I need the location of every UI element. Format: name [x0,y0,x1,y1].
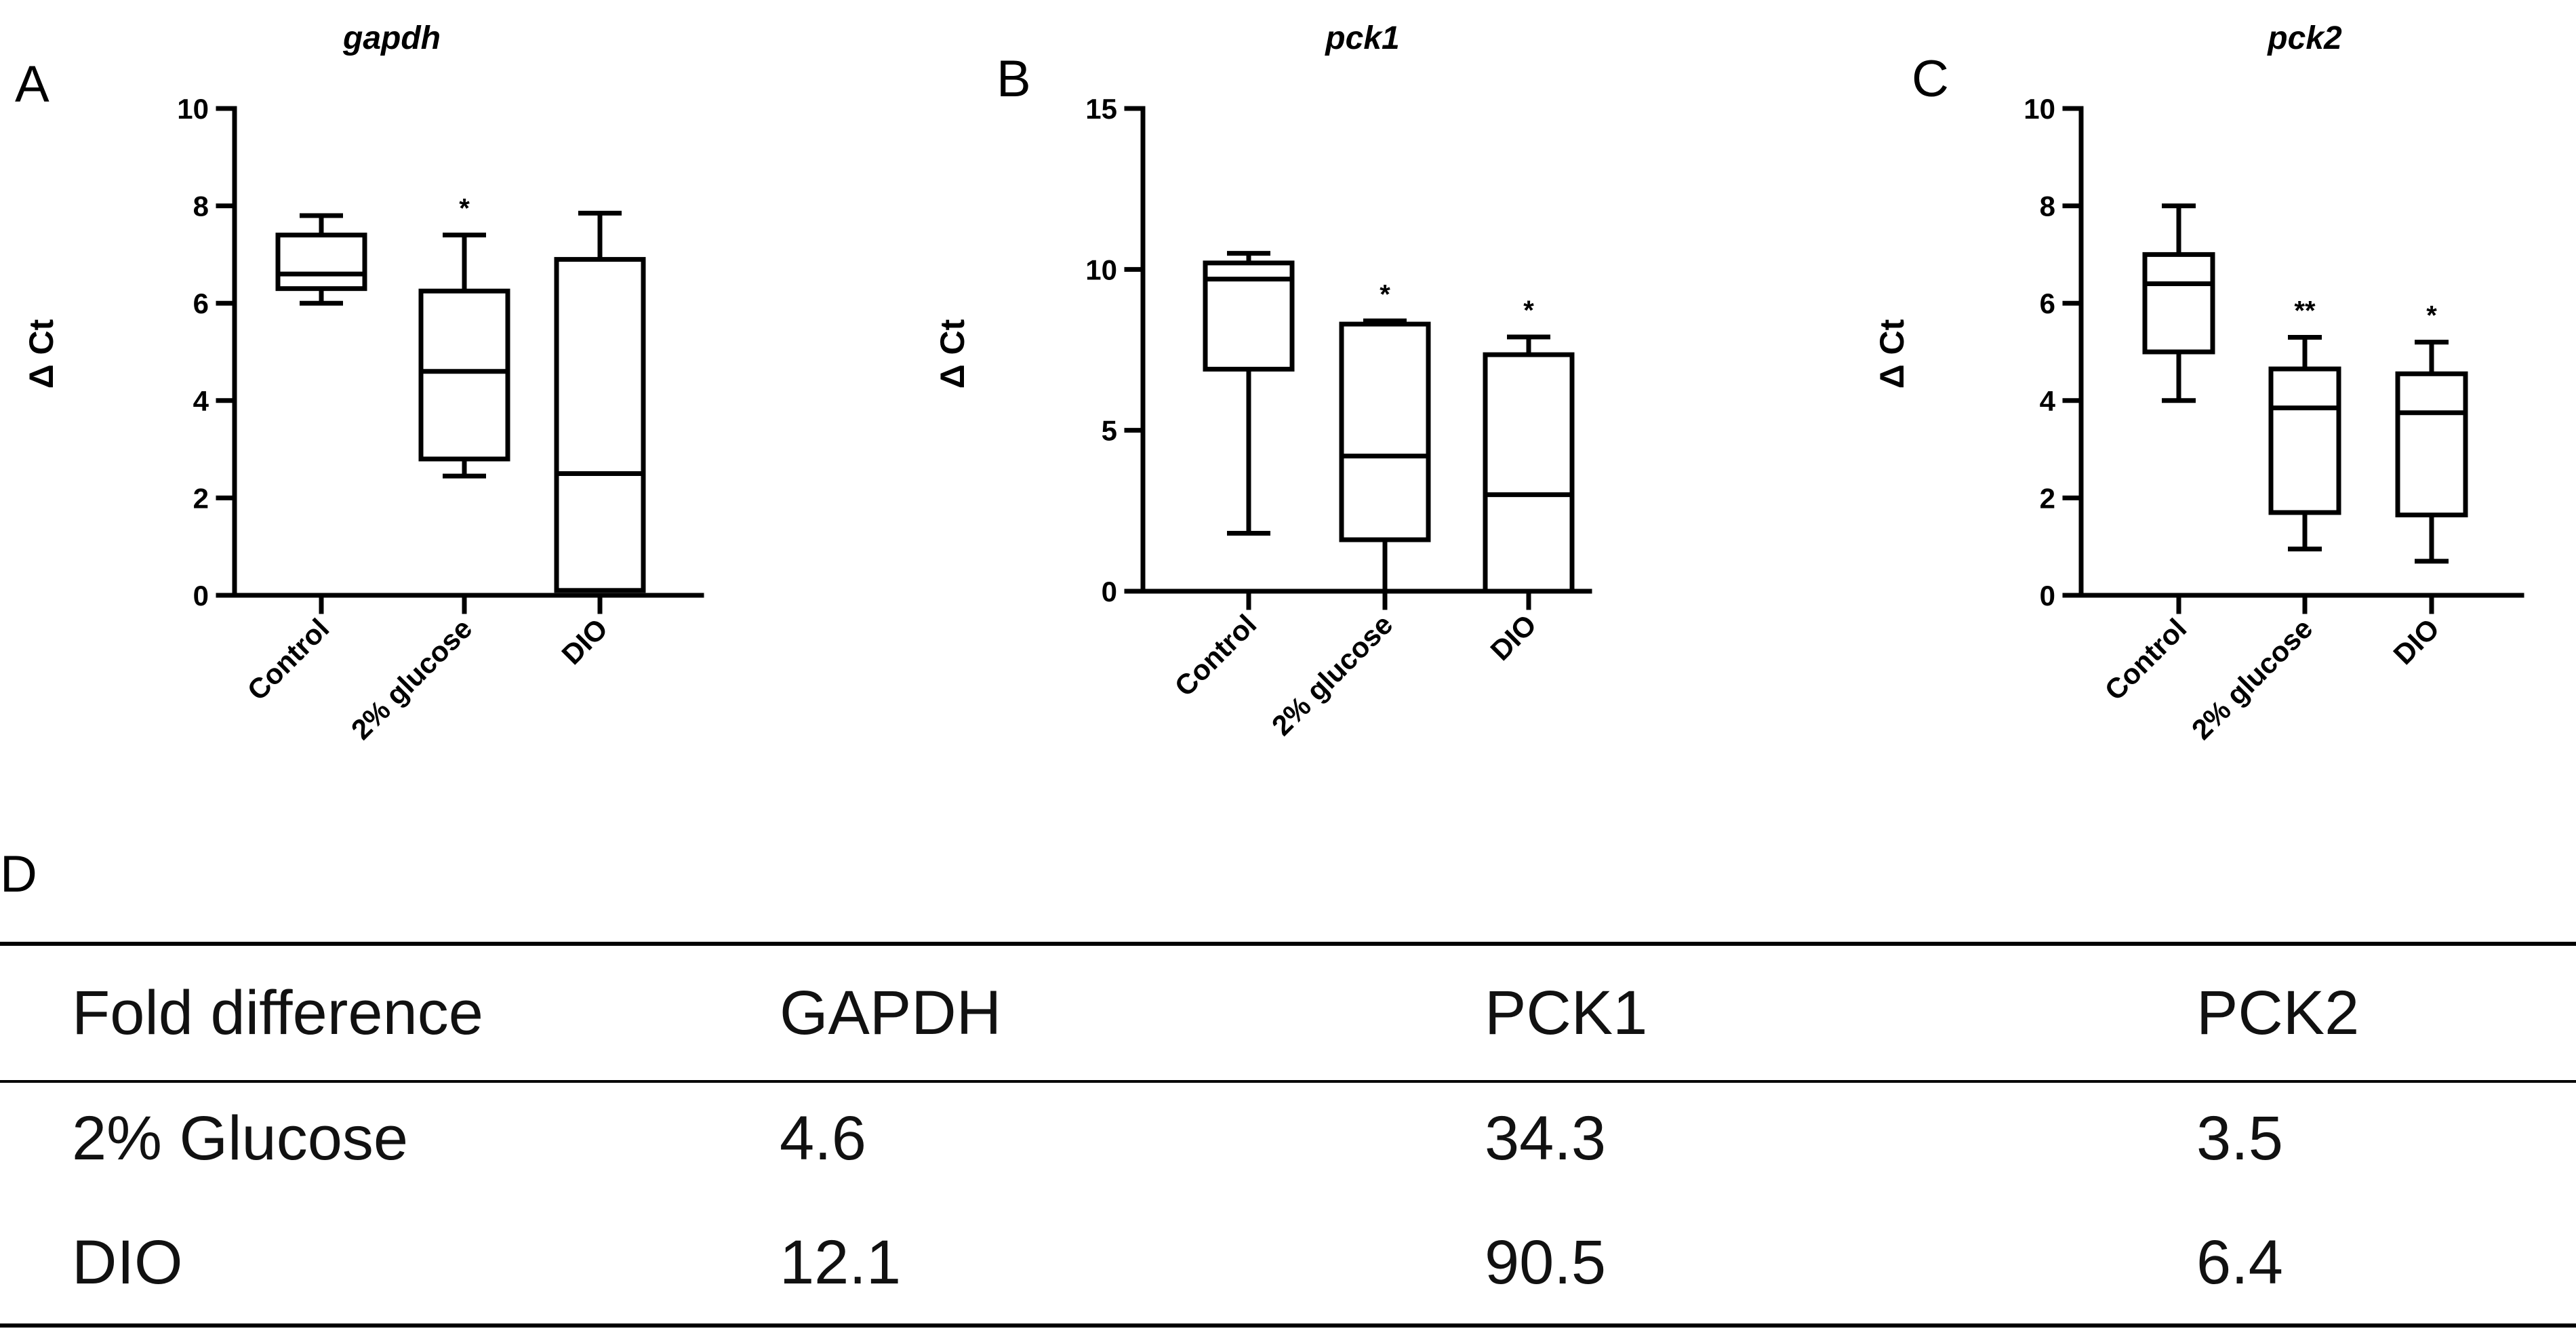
table-header-cell: Fold difference [72,978,483,1048]
box-dio: * [1483,296,1575,594]
box-control [275,213,367,306]
chart-title: pck2 [2266,20,2342,56]
y-axis-label: Δ Ct [22,319,60,388]
fold-difference-table: Fold difference GAPDH PCK1 PCK2 2% Gluco… [0,942,2576,1328]
table-cell: 12.1 [780,1228,901,1297]
y-tick-label: 6 [193,287,209,319]
panel-label-a: A [15,56,49,113]
y-tick-label: 4 [2040,385,2056,417]
x-tick-label: DIO [555,612,613,671]
x-tick-label: Control [241,612,336,706]
chart-pck1: pck1 Δ Ct 0 5 10 15 Control 2% glucose DIO * * [933,20,1592,742]
significance-marker: ** [2294,296,2316,325]
y-tick-label: 2 [2040,482,2055,514]
panel-label-b: B [997,50,1031,108]
table-cell: 34.3 [1485,1104,1606,1173]
y-axis-label: Δ Ct [933,319,971,388]
y-tick-label: 0 [1102,576,1117,607]
box-dio: * [2395,301,2468,564]
x-tick-label: Control [2099,612,2193,706]
y-tick-label: 10 [2024,93,2055,125]
table-header-cell: GAPDH [780,978,1001,1048]
table-cell: 90.5 [1485,1228,1606,1297]
table-cell: 2% Glucose [72,1104,408,1173]
table-header-cell: PCK2 [2196,978,2359,1048]
significance-marker: * [1523,296,1534,325]
box-iqr [275,233,367,292]
table-header-cell: PCK1 [1485,978,1647,1048]
table-cell: 6.4 [2196,1228,2283,1297]
x-tick-label: 2% glucose [345,612,479,746]
y-tick-label: 0 [193,580,209,612]
significance-marker: * [459,194,470,224]
y-tick-label: 5 [1102,415,1117,447]
box-iqr [1203,260,1295,372]
y-tick-label: 10 [1085,254,1117,285]
box-iqr [1339,321,1431,542]
chart-title: pck1 [1324,20,1399,56]
x-tick-label: Control [1169,608,1263,702]
y-axis-label: Δ Ct [1873,319,1911,388]
box-iqr [2142,252,2215,355]
box-iqr [2268,366,2341,515]
box-iqr [1483,352,1575,594]
x-tick-label: 2% glucose [1266,608,1399,742]
box-iqr [554,257,646,593]
box-iqr [418,288,510,462]
box-iqr [2395,371,2468,518]
table-cell: DIO [72,1228,183,1297]
table-cell: 3.5 [2196,1104,2283,1173]
box-control [2142,203,2215,403]
box-2-glucose: ** [2268,296,2341,552]
x-tick-label: DIO [1484,608,1542,666]
box-dio [554,210,646,593]
table-cell: 4.6 [780,1104,866,1173]
significance-marker: * [2426,301,2437,331]
box-control [1203,251,1295,536]
y-tick-label: 6 [2040,287,2055,319]
box-2-glucose: * [418,194,510,479]
x-tick-label: 2% glucose [2186,612,2319,746]
box-2-glucose: * [1339,279,1431,594]
y-tick-label: 8 [193,191,209,222]
y-tick-label: 4 [193,385,209,417]
significance-marker: * [1380,279,1390,309]
chart-gapdh: gapdh Δ Ct 0 2 4 6 8 10 Control 2% glucose DIO * [22,20,704,746]
panel-label-c: C [1912,50,1949,108]
y-tick-label: 15 [1085,93,1117,125]
y-tick-label: 2 [193,482,209,514]
x-tick-label: DIO [2387,612,2445,671]
y-tick-label: 0 [2040,580,2055,612]
panel-label-d: D [0,845,37,903]
y-tick-label: 8 [2040,191,2055,222]
chart-title: gapdh [342,20,441,56]
y-tick-label: 10 [177,93,209,125]
